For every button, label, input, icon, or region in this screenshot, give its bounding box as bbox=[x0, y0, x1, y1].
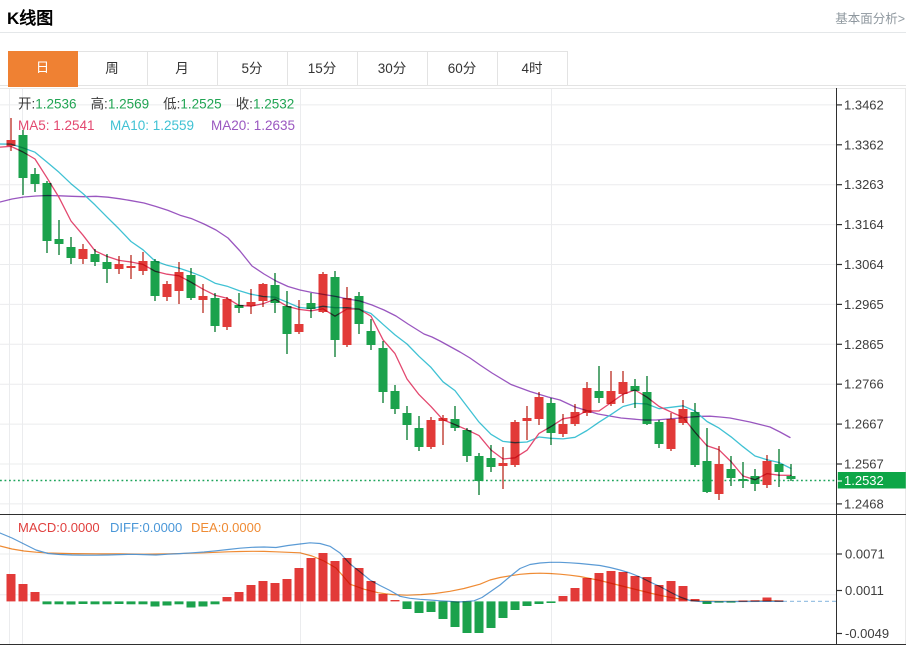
svg-text:1.2567: 1.2567 bbox=[844, 457, 884, 472]
svg-text:1.3263: 1.3263 bbox=[844, 177, 884, 192]
svg-text:MA5: 1.2541: MA5: 1.2541 bbox=[18, 118, 95, 133]
svg-text:1.2965: 1.2965 bbox=[844, 297, 884, 312]
svg-text:1.2667: 1.2667 bbox=[844, 417, 884, 432]
svg-text:1.3462: 1.3462 bbox=[844, 97, 884, 112]
svg-text:1.3362: 1.3362 bbox=[844, 137, 884, 152]
svg-text:1.2766: 1.2766 bbox=[844, 377, 884, 392]
svg-text:MA20: 1.2635: MA20: 1.2635 bbox=[211, 118, 295, 133]
svg-text:1.2468: 1.2468 bbox=[844, 496, 884, 511]
svg-text:1.3164: 1.3164 bbox=[844, 217, 884, 232]
svg-text:-0.0049: -0.0049 bbox=[845, 626, 889, 641]
svg-text:1.2532: 1.2532 bbox=[844, 473, 884, 488]
svg-text:DIFF:0.0000: DIFF:0.0000 bbox=[110, 520, 182, 535]
svg-text:1.3064: 1.3064 bbox=[844, 257, 884, 272]
svg-text:MACD:0.0000: MACD:0.0000 bbox=[18, 520, 100, 535]
svg-text:0.0071: 0.0071 bbox=[845, 547, 885, 562]
svg-text:MA10: 1.2559: MA10: 1.2559 bbox=[110, 118, 194, 133]
svg-text:0.0011: 0.0011 bbox=[845, 583, 884, 598]
svg-text:1.2865: 1.2865 bbox=[844, 337, 884, 352]
svg-text:DEA:0.0000: DEA:0.0000 bbox=[191, 520, 261, 535]
